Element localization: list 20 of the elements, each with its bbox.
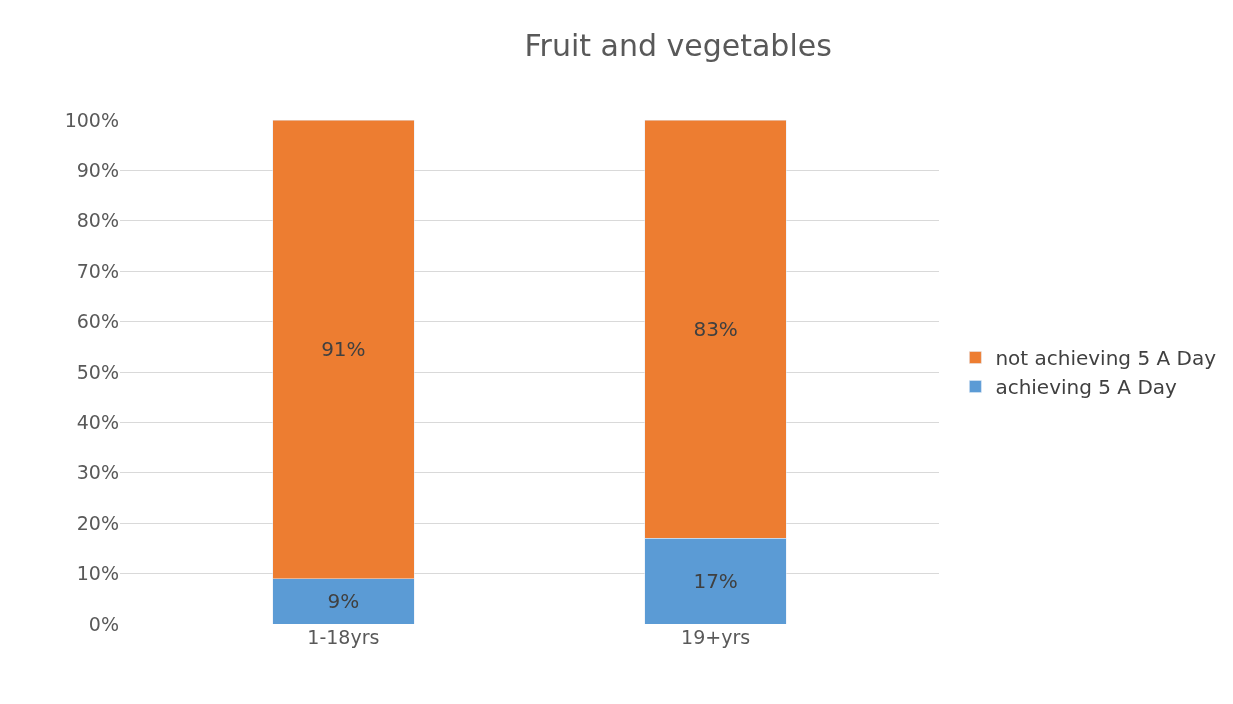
y-tick-label: 30% [76,461,119,484]
y-tick-label: 40% [76,411,119,434]
data-label: 9% [327,589,360,614]
data-label: 91% [321,337,366,362]
y-tick-label: 100% [64,108,119,131]
y-tick-label: 20% [76,511,119,534]
legend-label: achieving 5 A Day [995,375,1178,400]
x-tick-label: 19+yrs [681,626,751,648]
chart-title: Fruit and vegetables [524,28,832,64]
x-tick-label: 1-18yrs [307,626,380,648]
y-tick-label: 50% [76,360,119,383]
y-tick-label: 70% [76,259,119,282]
y-tick-label: 10% [76,562,119,585]
y-tick-label: 0% [88,612,119,635]
data-label: 83% [693,317,738,342]
data-label: 17% [693,569,738,594]
y-tick-label: 60% [76,310,119,333]
y-tick-label: 80% [76,209,119,232]
legend-label: not achieving 5 A Day [995,346,1217,371]
y-tick-label: 90% [76,159,119,182]
